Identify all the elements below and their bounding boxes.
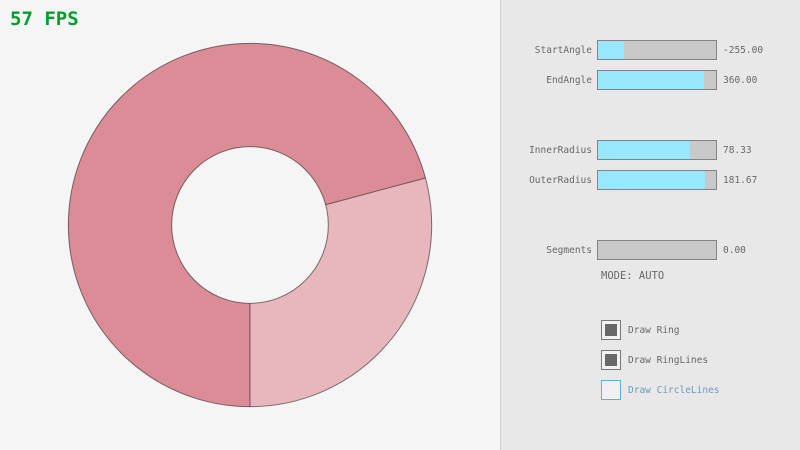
slider-row-outer-radius: OuterRadius 181.67: [501, 170, 800, 190]
slider-label: EndAngle: [546, 74, 592, 86]
end-angle-slider[interactable]: [597, 70, 717, 90]
draw-ring-checkbox[interactable]: [601, 320, 621, 340]
segments-mode-text: MODE: AUTO: [601, 270, 665, 282]
checkmark: [605, 354, 617, 366]
slider-value: -255.00: [723, 44, 764, 56]
slider-value: 0.00: [723, 244, 746, 256]
slider-fill: [598, 171, 706, 189]
draw-circlelines-checkbox[interactable]: [601, 380, 621, 400]
checkbox-label: Draw CircleLines: [628, 384, 720, 396]
ring-radial-line-upper: [325, 177, 426, 206]
slider-value: 78.33: [723, 144, 752, 156]
slider-fill: [598, 41, 624, 59]
start-angle-slider[interactable]: [597, 40, 717, 60]
segments-slider[interactable]: [597, 240, 717, 260]
fps-counter: 57 FPS: [10, 8, 79, 30]
slider-fill: [598, 71, 705, 89]
slider-label: StartAngle: [534, 44, 592, 56]
slider-row-inner-radius: InnerRadius 78.33: [501, 140, 800, 160]
draw-circlelines-checkbox-row: Draw CircleLines: [601, 380, 720, 400]
slider-label: Segments: [546, 244, 592, 256]
draw-ringlines-checkbox-row: Draw RingLines: [601, 350, 708, 370]
draw-ring-checkbox-row: Draw Ring: [601, 320, 679, 340]
checkbox-label: Draw RingLines: [628, 354, 709, 366]
slider-value: 181.67: [723, 174, 758, 186]
outer-radius-slider[interactable]: [597, 170, 717, 190]
ring-drawing: [67, 42, 433, 408]
slider-label: OuterRadius: [529, 174, 592, 186]
slider-row-segments: Segments 0.00: [501, 240, 800, 260]
control-panel: StartAngle -255.00 EndAngle 360.00 Inner…: [500, 0, 800, 450]
slider-row-start-angle: StartAngle -255.00: [501, 40, 800, 60]
checkbox-label: Draw Ring: [628, 324, 680, 336]
ring-canvas: [67, 42, 433, 408]
checkmark: [605, 324, 617, 336]
ring-segment-dark: [68, 43, 426, 407]
slider-value: 360.00: [723, 74, 758, 86]
slider-row-end-angle: EndAngle 360.00: [501, 70, 800, 90]
slider-fill: [598, 141, 691, 159]
slider-label: InnerRadius: [529, 144, 592, 156]
draw-ringlines-checkbox[interactable]: [601, 350, 621, 370]
ring-inner-line: [171, 146, 329, 304]
ring-segment-light: [250, 177, 432, 407]
inner-radius-slider[interactable]: [597, 140, 717, 160]
